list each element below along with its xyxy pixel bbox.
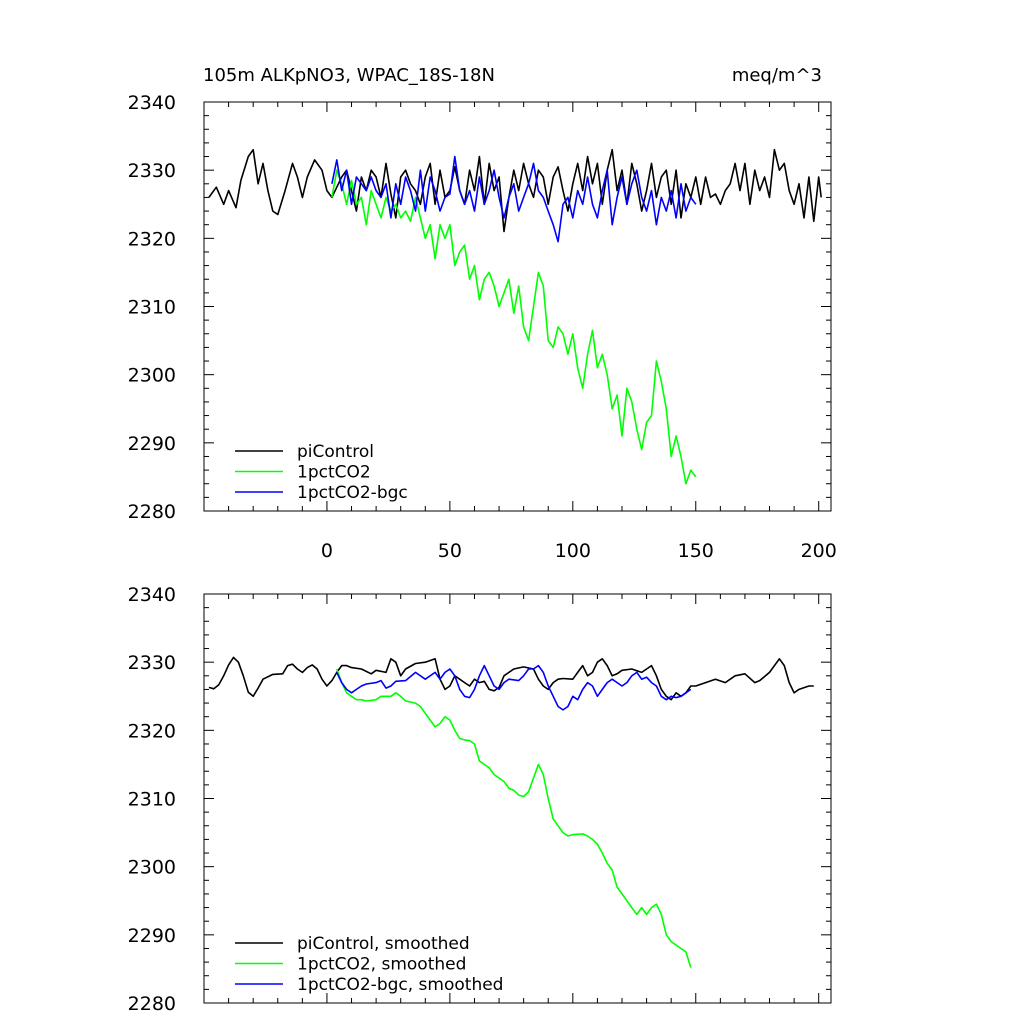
legend-label: 1pctCO2, smoothed <box>297 955 466 975</box>
series-line-0 <box>208 656 814 701</box>
legend-label: piControl <box>297 442 374 462</box>
legend-label: 1pctCO2 <box>297 463 371 483</box>
y-tick-label: 2310 <box>128 789 176 811</box>
y-tick-label: 2320 <box>128 720 176 742</box>
legend-label: 1pctCO2-bgc, smoothed <box>297 975 503 995</box>
chart-units: meq/m^3 <box>732 65 822 86</box>
y-tick-label: 2280 <box>128 501 176 523</box>
legend-label: piControl, smoothed <box>297 934 470 954</box>
y-tick-label: 2330 <box>128 160 176 182</box>
y-tick-label: 2330 <box>128 652 176 674</box>
y-tick-label: 2340 <box>128 92 176 114</box>
y-tick-label: 2320 <box>128 228 176 250</box>
y-tick-label: 2280 <box>128 993 176 1015</box>
x-tick-label: 200 <box>801 540 837 562</box>
y-tick-label: 2300 <box>128 365 176 387</box>
x-tick-label: 50 <box>438 540 462 562</box>
series-line-1 <box>331 169 697 485</box>
series-line-2 <box>336 664 692 711</box>
series-line-1 <box>336 668 692 968</box>
y-tick-label: 2290 <box>128 433 176 455</box>
chart-title: 105m ALKpNO3, WPAC_18S-18N <box>203 65 495 86</box>
y-tick-label: 2290 <box>128 925 176 947</box>
bottom-panel: 2280 2290 2300 2310 2320 2330 2340 piControl, s… <box>128 584 832 1015</box>
y-tick-label: 2340 <box>128 584 176 606</box>
y-tick-label: 2310 <box>128 297 176 319</box>
series-line-0 <box>208 148 822 233</box>
x-tick-label: 0 <box>321 540 333 562</box>
top-panel: 2280 2290 2300 2310 2320 2330 2340 0 50 100 150 200… <box>128 92 837 562</box>
x-tick-label: 150 <box>678 540 714 562</box>
series-line-2 <box>331 155 697 243</box>
legend-label: 1pctCO2-bgc <box>297 483 408 503</box>
x-tick-label: 100 <box>555 540 591 562</box>
y-tick-label: 2300 <box>128 857 176 879</box>
